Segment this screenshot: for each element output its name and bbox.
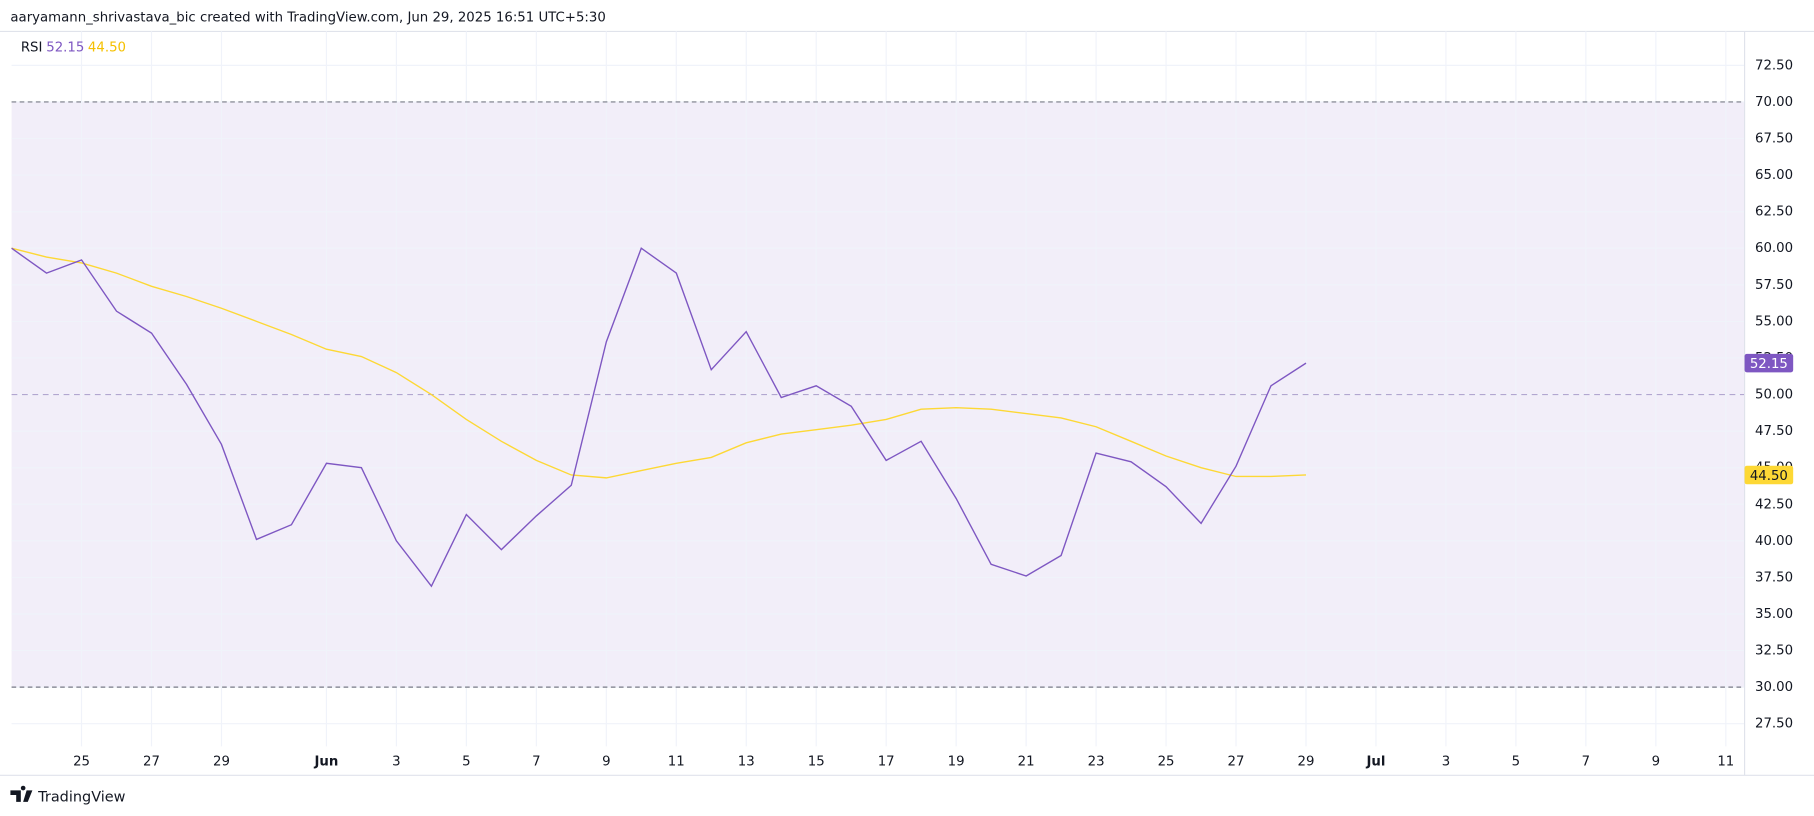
- x-tick-label: 29: [1298, 754, 1315, 769]
- legend-value: 44.50: [88, 41, 126, 56]
- series-line: [11, 247, 1307, 588]
- y-tick-label: 47.50: [1755, 424, 1793, 439]
- price-tag-label: 44.50: [1750, 469, 1788, 484]
- y-tick-label: 27.50: [1755, 717, 1793, 732]
- y-tick-label: 60.00: [1755, 241, 1793, 256]
- y-tick-label: 67.50: [1755, 132, 1793, 147]
- y-tick-label: 37.50: [1755, 570, 1793, 585]
- y-tick-label: 40.00: [1755, 534, 1793, 549]
- y-tick-label: 72.50: [1755, 58, 1793, 73]
- y-tick-label: 55.00: [1755, 314, 1793, 329]
- y-tick-label: 70.00: [1755, 95, 1793, 110]
- x-tick-label: 25: [1158, 754, 1175, 769]
- legend-value: 52.15: [46, 41, 84, 56]
- y-tick-label: 30.00: [1755, 680, 1793, 695]
- y-tick-label: 42.50: [1755, 497, 1793, 512]
- x-tick-label: 23: [1088, 754, 1105, 769]
- y-tick-label: 62.50: [1755, 205, 1793, 220]
- x-tick-label: 3: [1442, 754, 1450, 769]
- x-tick-label: Jun: [313, 754, 338, 769]
- logo-icon: [10, 785, 33, 802]
- x-tick-label: Jul: [1365, 754, 1385, 769]
- x-tick-label: 9: [1652, 754, 1660, 769]
- tv-logo: TradingView: [10, 785, 126, 805]
- series-line: [11, 247, 1307, 479]
- x-tick-label: 3: [392, 754, 400, 769]
- x-tick-label: 15: [808, 754, 825, 769]
- x-tick-label: 9: [602, 754, 610, 769]
- y-tick-label: 32.50: [1755, 644, 1793, 659]
- x-tick-label: 5: [1512, 754, 1520, 769]
- x-tick-label: 13: [738, 754, 755, 769]
- x-tick-label: 17: [878, 754, 895, 769]
- x-tick-label: 29: [213, 754, 230, 769]
- x-tick-label: 25: [73, 754, 90, 769]
- x-tick-label: 7: [1582, 754, 1590, 769]
- x-tick-label: 27: [143, 754, 160, 769]
- price-tag: [1744, 353, 1794, 373]
- y-tick-label: 50.00: [1755, 388, 1793, 403]
- x-tick-label: 27: [1228, 754, 1245, 769]
- x-tick-label: 7: [532, 754, 540, 769]
- footer-text: TradingView: [37, 789, 126, 805]
- header-text: aaryamann_shrivastava_bic created with T…: [10, 11, 605, 26]
- price-tag-label: 52.15: [1750, 357, 1788, 372]
- price-tag: [1744, 465, 1794, 485]
- y-tick-label: 35.00: [1755, 607, 1793, 622]
- x-tick-label: 11: [1717, 754, 1734, 769]
- y-tick-label: 65.00: [1755, 168, 1793, 183]
- x-tick-label: 5: [462, 754, 470, 769]
- x-tick-label: 11: [668, 754, 685, 769]
- x-tick-label: 19: [948, 754, 965, 769]
- x-tick-label: 21: [1018, 754, 1035, 769]
- y-tick-label: 57.50: [1755, 278, 1793, 293]
- plot-area: 27.5030.0032.5035.0037.5040.0042.5045.00…: [11, 31, 1794, 776]
- legend-title: RSI: [21, 41, 43, 56]
